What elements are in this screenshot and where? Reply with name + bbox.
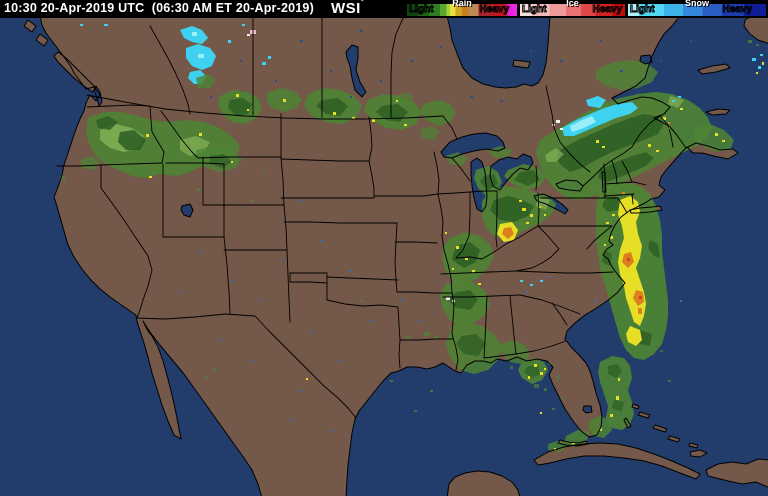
legend-ice-label: Ice — [566, 0, 579, 8]
legend-snow-label: Snow — [685, 0, 709, 8]
radar-northeast-rain — [536, 40, 764, 200]
legend-snow-light-label: Light — [629, 4, 655, 16]
radar-alberta-snow — [80, 24, 271, 88]
radar-northern-plains-rain — [218, 88, 456, 140]
legend-ice: Ice Light Heavy — [520, 0, 625, 18]
legend-snow: Snow Light Heavy — [628, 0, 766, 18]
radar-noise-specks — [180, 30, 692, 432]
legend-rain-light-label: Light — [408, 4, 434, 16]
wsi-logo: WSI° — [331, 0, 365, 17]
radar-map-canvas — [0, 15, 768, 496]
radar-map — [0, 15, 768, 496]
legend-rain: Rain Light Heavy — [407, 0, 517, 18]
legend-snow-heavy-label: Heavy — [722, 4, 752, 16]
radar-ohio-valley-rain — [440, 186, 556, 388]
political-borders — [56, 15, 674, 419]
logo-trademark: ° — [360, 0, 365, 6]
legend-ice-heavy-label: Heavy — [592, 4, 622, 16]
legend-ice-gradient-bar — [520, 4, 625, 16]
radar-great-lakes-rain — [446, 146, 546, 196]
radar-gulf-panhandle-rain — [406, 332, 559, 384]
status-bar: 10:30 20-Apr-2019 UTC (06:30 AM ET 20-Ap… — [0, 0, 768, 18]
legend-rain-label: Rain — [452, 0, 472, 8]
legend-snow-gradient-bar — [628, 4, 766, 16]
legend-rain-heavy-label: Heavy — [479, 4, 509, 16]
legend-rain-gradient-bar — [407, 4, 517, 16]
legend-ice-light-label: Light — [521, 4, 547, 16]
timestamp-text: 10:30 20-Apr-2019 UTC (06:30 AM ET 20-Ap… — [4, 1, 314, 15]
radar-precipitation-layer — [60, 24, 764, 452]
